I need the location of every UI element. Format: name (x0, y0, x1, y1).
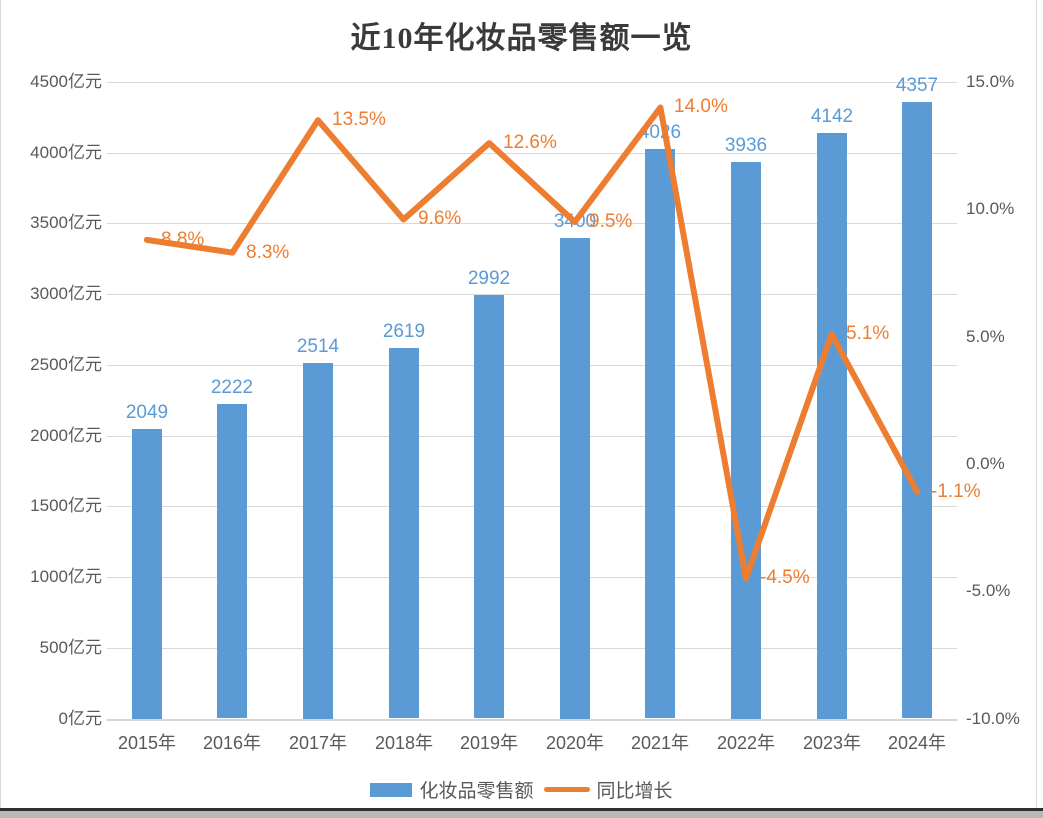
gridline (107, 648, 957, 649)
y-axis-tick-label-right: 15.0% (966, 72, 1015, 91)
y-axis-tick-label-left: 4000亿元 (30, 143, 102, 162)
x-axis-tick-label: 2016年 (202, 733, 262, 753)
line-point-label: 12.6% (503, 132, 557, 153)
y-axis-tick-label-left: 1000亿元 (30, 567, 102, 586)
bar-series-swatch-icon (370, 782, 413, 797)
line-point-label: 5.1% (846, 323, 890, 344)
y-axis-tick-label-left: 2500亿元 (30, 355, 102, 374)
y-axis-tick-label-right: 5.0% (966, 327, 1005, 346)
window-bottom-shadow (0, 811, 1043, 818)
x-axis-tick-label: 2018年 (374, 733, 434, 753)
gridline (107, 82, 957, 83)
chart-title: 近10年化妆品零售额一览 (350, 22, 693, 55)
gridline (107, 719, 957, 721)
y-axis-tick-label-left: 0亿元 (58, 709, 102, 728)
x-axis-tick-label: 2019年 (459, 733, 519, 753)
y-axis-tick-label-left: 3500亿元 (30, 213, 102, 232)
legend-item-bar: 化妆品零售额 (370, 776, 534, 803)
line-point-label: 14.0% (674, 96, 728, 117)
line-point-label: 8.3% (246, 242, 290, 263)
legend-line-label: 同比增长 (596, 781, 673, 802)
legend: 化妆品零售额 同比增长 (0, 776, 1043, 803)
line-point-label: 13.5% (332, 109, 386, 130)
line-point-label: -4.5% (760, 567, 810, 588)
window-right-border (1036, 0, 1037, 810)
x-axis-tick-label: 2017年 (288, 733, 348, 753)
line-series-swatch-icon (543, 787, 590, 792)
x-axis-tick-label: 2022年 (716, 733, 776, 753)
line-point-label: 9.6% (418, 208, 462, 229)
line-point-label: 9.5% (589, 211, 633, 232)
legend-bar-label: 化妆品零售额 (419, 781, 534, 802)
x-axis-tick-label: 2015年 (117, 733, 177, 753)
x-axis-tick-label: 2024年 (887, 733, 947, 753)
x-axis-tick-label: 2020年 (545, 733, 605, 753)
window-left-border (0, 0, 1, 818)
y-axis-tick-label-right: 10.0% (966, 199, 1015, 218)
y-axis-tick-label-left: 3000亿元 (30, 284, 102, 303)
y-axis-tick-label-right: -5.0% (966, 581, 1011, 600)
bar-value-label: 4357 (895, 75, 939, 96)
x-axis-tick-label: 2021年 (630, 733, 690, 753)
y-axis-tick-label-left: 500亿元 (39, 638, 102, 657)
y-axis-tick-label-left: 4500亿元 (30, 72, 102, 91)
y-axis-tick-label-left: 2000亿元 (30, 426, 102, 445)
y-axis-tick-label-left: 1500亿元 (30, 496, 102, 515)
line-point-label: -1.1% (931, 481, 981, 502)
x-axis-tick-label: 2023年 (802, 733, 862, 753)
line-point-label: 8.8% (161, 229, 205, 250)
y-axis-tick-label-right: 0.0% (966, 454, 1005, 473)
y-axis-tick-label-right: -10.0% (966, 709, 1020, 728)
legend-item-line: 同比增长 (534, 776, 673, 803)
window-bottom-edge (0, 808, 1043, 811)
